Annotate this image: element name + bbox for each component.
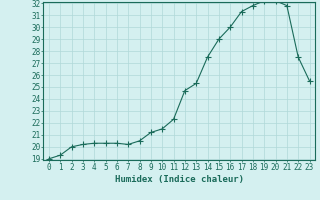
X-axis label: Humidex (Indice chaleur): Humidex (Indice chaleur) — [115, 175, 244, 184]
